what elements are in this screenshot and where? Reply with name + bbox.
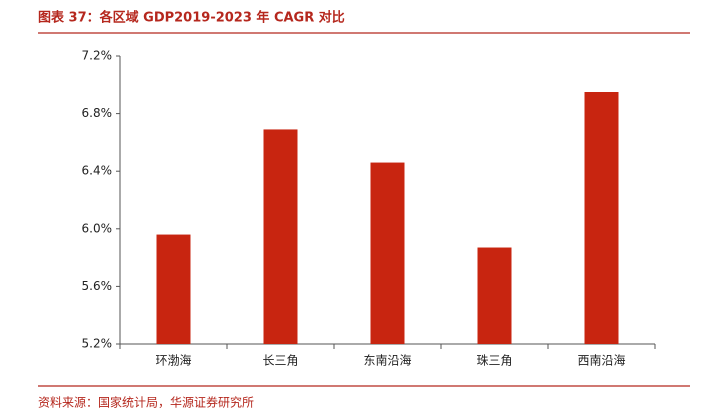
- chart-title: 图表 37：各区域 GDP2019-2023 年 CAGR 对比: [38, 10, 345, 26]
- x-tick-label: 环渤海: [155, 353, 191, 368]
- bar: [263, 129, 298, 344]
- y-tick-label: 5.6%: [82, 279, 113, 293]
- y-tick-label: 6.8%: [82, 106, 113, 120]
- y-tick-label: 6.0%: [82, 221, 113, 235]
- y-tick-label: 6.4%: [82, 164, 113, 178]
- x-tick-label: 长三角: [262, 354, 298, 368]
- x-tick-label: 珠三角: [476, 354, 512, 368]
- x-tick-label: 西南沿海: [577, 353, 625, 368]
- bar: [156, 234, 191, 344]
- y-tick-label: 5.2%: [82, 337, 113, 351]
- y-tick-label: 7.2%: [82, 49, 113, 63]
- bar: [370, 162, 405, 344]
- x-tick-label: 东南沿海: [363, 353, 411, 368]
- source-note: 资料来源：国家统计局，华源证券研究所: [38, 395, 254, 410]
- bar: [477, 247, 512, 344]
- bar: [584, 92, 619, 344]
